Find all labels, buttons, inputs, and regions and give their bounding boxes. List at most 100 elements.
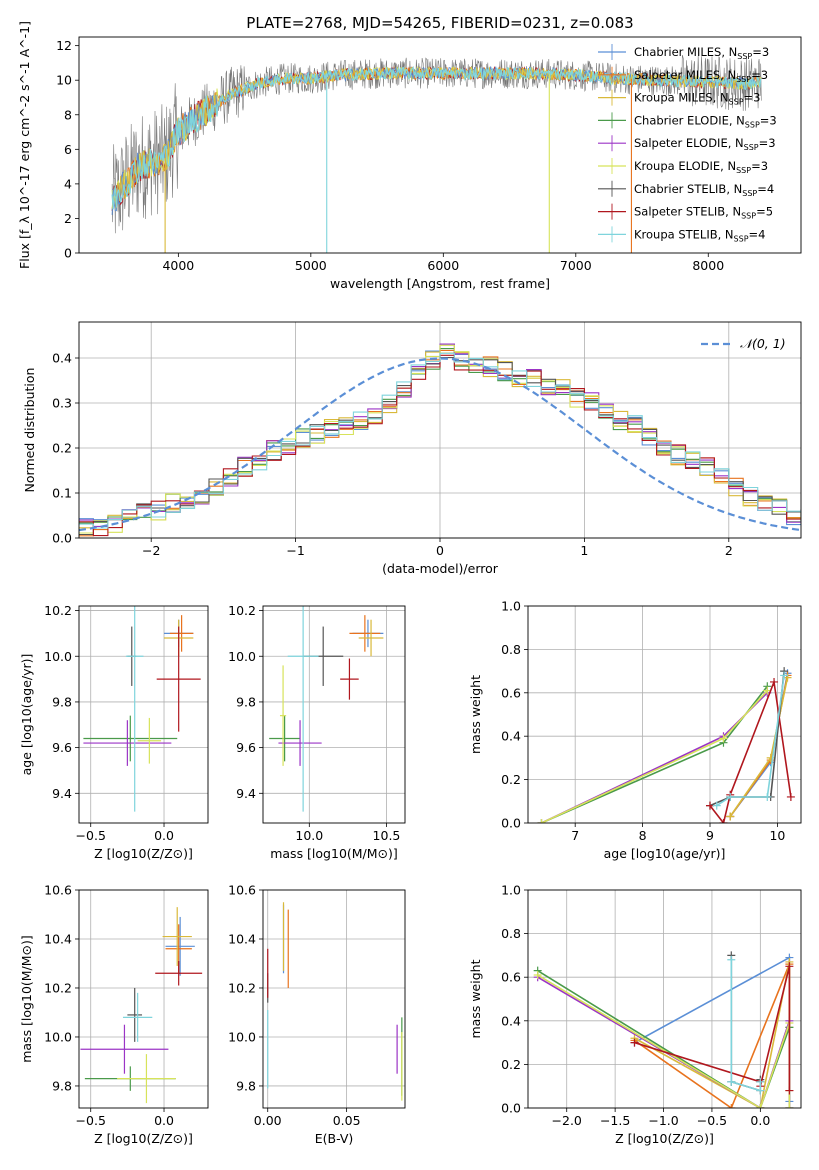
error-bar-point — [279, 665, 287, 766]
y-axis-label: mass weight — [468, 675, 483, 754]
y-tick-label: 4 — [64, 176, 72, 191]
x-tick-label: 5000 — [295, 258, 327, 273]
error-bar-point — [340, 658, 359, 700]
y-tick-label: 0 — [64, 246, 72, 261]
y-tick-label: 8 — [64, 107, 72, 122]
y-tick-label: 10.2 — [228, 603, 256, 618]
legend-label: Salpeter ELODIE, NSSP=3 — [634, 136, 776, 152]
weight-marker — [706, 801, 714, 810]
weight-marker — [630, 1038, 639, 1047]
y-tick-label: 0.1 — [52, 486, 72, 501]
error-bar-point — [80, 1024, 169, 1074]
y-axis-label: age [log10(age/yr)] — [19, 654, 34, 776]
x-axis-label: Z [log10(Z/Z⊙)] — [615, 1131, 714, 1146]
y-tick-label: 0.8 — [501, 926, 521, 941]
x-axis-label: age [log10(age/yr)] — [604, 846, 726, 861]
y-tick-label: 0.6 — [501, 970, 521, 985]
x-tick-label: −2 — [142, 543, 160, 558]
error-bar-point — [169, 615, 194, 652]
spectrum-panel: Chabrier MILES, NSSP=3 Salpeter MILES, NS… — [17, 21, 802, 291]
y-tick-label: 9.8 — [236, 1078, 256, 1093]
y-tick-label: 9.8 — [52, 694, 72, 709]
legend-label: Chabrier ELODIE, NSSP=3 — [634, 113, 777, 129]
weight-marker — [763, 792, 772, 801]
axes-frame — [527, 605, 802, 824]
y-axis-label: Normed distribution — [22, 368, 37, 493]
legend-label: Kroupa STELIB, NSSP=4 — [634, 227, 765, 243]
weight-marker — [719, 734, 728, 743]
y-tick-label: 10.4 — [44, 931, 72, 946]
y-tick-label: 9.6 — [52, 740, 72, 755]
weight-series-line — [716, 675, 785, 807]
model-spectrum — [111, 65, 762, 210]
age-vs-mass-panel: 10.0 10.5 9.4 9.6 9.8 10.0 10.2 mass [log10(M/M… — [228, 603, 406, 861]
axes-frame — [527, 889, 802, 1109]
x-tick-label: 4000 — [162, 258, 194, 273]
y-axis-label: Flux [f_λ 10^-17 erg cm^-2 s^-1 A^-1] — [17, 21, 32, 269]
weight-marker — [726, 812, 735, 821]
y-tick-label: 2 — [64, 211, 72, 226]
y-tick-label: 1.0 — [501, 883, 521, 898]
error-bar-point — [165, 916, 195, 976]
error-bar-point — [349, 615, 381, 652]
weight-marker — [727, 1104, 736, 1108]
y-tick-label: 10.4 — [228, 931, 256, 946]
x-axis-label: Z [log10(Z/Z⊙)] — [94, 846, 193, 861]
y-tick-label: 0.2 — [52, 441, 72, 456]
plot-area — [80, 907, 203, 1104]
x-tick-label: 9 — [706, 828, 714, 843]
y-tick-label: 10.2 — [228, 980, 256, 995]
error-bar-point — [269, 715, 301, 762]
error-bar-point — [127, 987, 143, 1042]
legend-label: 𝒩(0, 1) — [740, 336, 786, 351]
axes-frame — [78, 36, 802, 254]
y-tick-label: 10.0 — [44, 1029, 72, 1044]
error-bar-point — [83, 720, 172, 766]
x-tick-label: −0.5 — [76, 1113, 106, 1128]
y-tick-label: 0.4 — [501, 729, 521, 744]
y-tick-label: 0.0 — [501, 1101, 521, 1116]
plot-area — [83, 606, 201, 812]
x-tick-label: 0.0 — [750, 1113, 770, 1128]
x-tick-label: −0.5 — [697, 1113, 727, 1128]
y-tick-label: 6 — [64, 142, 72, 157]
y-tick-label: 10.6 — [44, 883, 72, 898]
legend-label: Chabrier MILES, NSSP=3 — [634, 45, 769, 61]
error-bar-point — [278, 720, 322, 766]
weight-marker — [756, 1086, 765, 1095]
weight-marker — [785, 1086, 794, 1095]
y-tick-label: 0.0 — [501, 816, 521, 831]
error-bar-point — [162, 907, 192, 966]
residual-histogram-panel: 𝒩(0, 1) −2 −1 0 1 2 0.0 0.1 0.2 0.3 0.4 (data-model… — [22, 321, 802, 576]
axes-frame — [262, 605, 406, 824]
weight-marker — [712, 801, 721, 810]
x-tick-label: 0.0 — [154, 1113, 174, 1128]
y-tick-label: 9.4 — [236, 786, 256, 801]
y-tick-label: 10.0 — [228, 1029, 256, 1044]
y-tick-label: 0.4 — [501, 1013, 521, 1028]
x-tick-label: 2 — [725, 543, 733, 558]
y-tick-label: 0.2 — [501, 1057, 521, 1072]
weight-marker — [786, 792, 795, 801]
y-tick-label: 0.4 — [52, 351, 72, 366]
y-tick-label: 10.2 — [44, 603, 72, 618]
x-tick-label: 0.0 — [154, 828, 174, 843]
x-axis-label: mass [log10(M/M⊙)] — [270, 846, 398, 861]
y-tick-label: 0.3 — [52, 396, 72, 411]
weight-series-line — [730, 959, 762, 1092]
legend-label: Kroupa ELODIE, NSSP=3 — [634, 159, 768, 175]
model-spectrum — [111, 66, 762, 209]
weight-vs-age-panel: 7 8 9 10 0.0 0.2 0.4 0.6 0.8 1.0 age [log10(age/yr… — [468, 599, 802, 861]
axes-frame — [262, 889, 406, 1109]
plot-area — [79, 343, 801, 537]
error-bar-point — [156, 626, 201, 732]
x-tick-label: −1 — [286, 543, 304, 558]
weight-marker — [533, 971, 542, 980]
y-tick-label: 12 — [56, 38, 72, 53]
x-tick-label: 0 — [436, 543, 444, 558]
error-bar-point — [137, 717, 162, 764]
error-bar-point — [287, 606, 319, 812]
y-tick-label: 0.2 — [501, 772, 521, 787]
x-tick-label: 6000 — [427, 258, 459, 273]
error-bar-point — [122, 992, 153, 1042]
